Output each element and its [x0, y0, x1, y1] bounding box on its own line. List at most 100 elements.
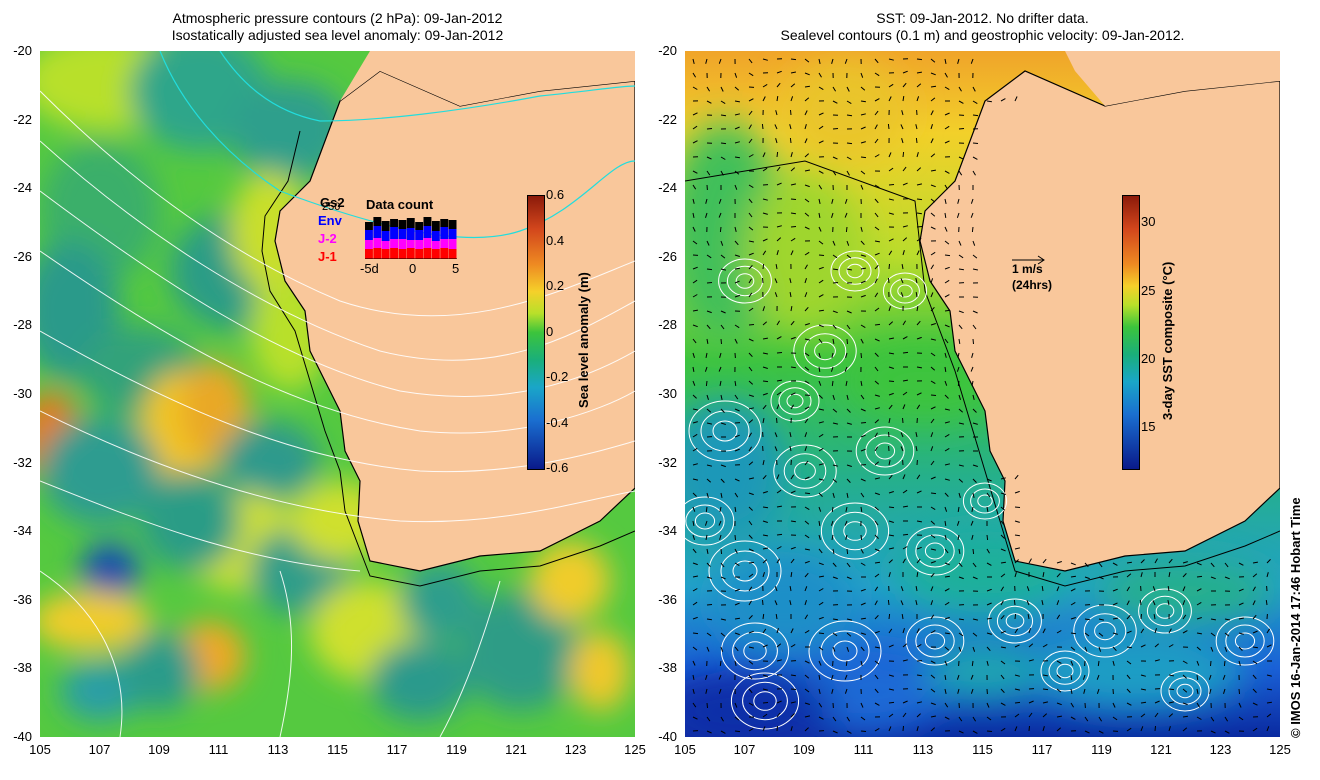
- velocity-arrow: [734, 562, 740, 567]
- velocity-arrow: [692, 140, 698, 144]
- velocity-arrow: [874, 520, 879, 526]
- velocity-arrow: [874, 98, 880, 102]
- sla-colorbar-tick: 0.4: [546, 232, 565, 248]
- velocity-arrow: [790, 152, 793, 158]
- velocity-arrow: [718, 212, 722, 218]
- velocity-arrow: [902, 505, 908, 508]
- velocity-arrow: [748, 548, 754, 552]
- velocity-arrow: [1014, 713, 1020, 718]
- velocity-arrow: [958, 548, 961, 554]
- velocity-arrow: [860, 422, 867, 424]
- velocity-arrow: [888, 559, 893, 564]
- velocity-arrow: [804, 264, 808, 270]
- velocity-arrow: [902, 96, 905, 102]
- velocity-arrow: [1266, 701, 1272, 704]
- velocity-arrow: [790, 306, 793, 312]
- velocity-arrow: [874, 307, 880, 312]
- lon-tick-right: 111: [853, 742, 874, 757]
- velocity-arrow: [804, 72, 810, 76]
- data-count-ymax: 250: [322, 201, 341, 213]
- velocity-arrow: [846, 730, 852, 734]
- velocity-arrow: [902, 628, 905, 634]
- velocity-arrow: [900, 600, 904, 606]
- velocity-arrow: [762, 83, 768, 88]
- velocity-arrow: [1182, 660, 1188, 664]
- velocity-arrow: [692, 660, 696, 666]
- sealevel-contour: [753, 691, 777, 711]
- velocity-arrow: [775, 614, 778, 620]
- sealevel-contour: [1005, 613, 1025, 629]
- velocity-arrow: [846, 254, 852, 259]
- velocity-arrow: [790, 674, 796, 677]
- velocity-arrow: [860, 170, 866, 175]
- velocity-arrow: [972, 618, 979, 621]
- velocity-arrow: [692, 421, 698, 424]
- velocity-arrow: [1182, 600, 1186, 606]
- velocity-arrow: [706, 478, 712, 483]
- velocity-arrow: [902, 182, 908, 186]
- velocity-arrow: [706, 548, 709, 554]
- velocity-arrow: [762, 238, 768, 242]
- velocity-arrow: [705, 212, 708, 218]
- velocity-arrow: [972, 492, 975, 499]
- velocity-arrow: [804, 323, 810, 326]
- velocity-arrow: [958, 478, 964, 483]
- velocity-arrow: [706, 492, 709, 498]
- velocity-arrow: [1014, 644, 1020, 648]
- velocity-arrow: [692, 294, 698, 298]
- velocity-arrow: [846, 338, 848, 345]
- velocity-arrow: [1140, 701, 1147, 704]
- data-count-bar: [398, 239, 407, 249]
- velocity-arrow: [1000, 98, 1006, 102]
- velocity-arrow: [1266, 713, 1272, 718]
- data-count-bar: [423, 238, 432, 248]
- velocity-arrow: [692, 324, 698, 328]
- velocity-arrow: [944, 548, 949, 554]
- velocity-arrow: [818, 380, 822, 386]
- velocity-arrow: [915, 586, 918, 592]
- velocity-arrow: [930, 394, 937, 396]
- left-title: Atmospheric pressure contours (2 hPa): 0…: [40, 10, 635, 44]
- velocity-arrow: [958, 716, 963, 722]
- velocity-arrow: [818, 254, 825, 256]
- velocity-arrow: [762, 520, 768, 523]
- velocity-arrow: [790, 83, 796, 88]
- velocity-arrow: [944, 421, 950, 424]
- velocity-arrow: [1112, 562, 1118, 566]
- data-count-title: Data count: [366, 197, 434, 212]
- velocity-arrow: [956, 212, 960, 218]
- velocity-arrow: [1252, 586, 1256, 592]
- velocity-arrow: [748, 154, 754, 158]
- velocity-arrow: [1014, 534, 1020, 537]
- velocity-arrow: [748, 264, 753, 270]
- velocity-arrow: [705, 674, 708, 680]
- velocity-arrow: [901, 264, 904, 270]
- velocity-arrow: [930, 58, 936, 63]
- velocity-arrow: [776, 391, 782, 396]
- legend-env: Env: [318, 213, 342, 228]
- data-count-bar: [365, 249, 373, 259]
- velocity-arrow: [915, 446, 918, 452]
- velocity-arrow: [1096, 688, 1100, 694]
- velocity-arrow: [916, 404, 921, 410]
- velocity-arrow: [944, 279, 950, 284]
- velocity-arrow: [762, 404, 767, 410]
- velocity-arrow: [804, 476, 810, 480]
- data-count-bar: [373, 238, 382, 248]
- velocity-arrow: [874, 573, 880, 578]
- velocity-arrow: [762, 726, 766, 732]
- velocity-arrow: [832, 716, 837, 722]
- velocity-arrow: [1014, 674, 1020, 677]
- velocity-arrow: [846, 464, 852, 467]
- velocity-arrow: [818, 702, 823, 708]
- velocity-arrow: [692, 380, 696, 386]
- velocity-arrow: [762, 713, 768, 718]
- velocity-arrow: [734, 254, 740, 257]
- velocity-arrow: [888, 613, 891, 620]
- velocity-arrow: [930, 352, 936, 357]
- lat-tick-right: -40: [658, 729, 677, 744]
- velocity-arrow: [748, 520, 753, 526]
- velocity-arrow: [1098, 716, 1103, 722]
- velocity-arrow: [860, 548, 864, 554]
- velocity-arrow: [789, 445, 792, 452]
